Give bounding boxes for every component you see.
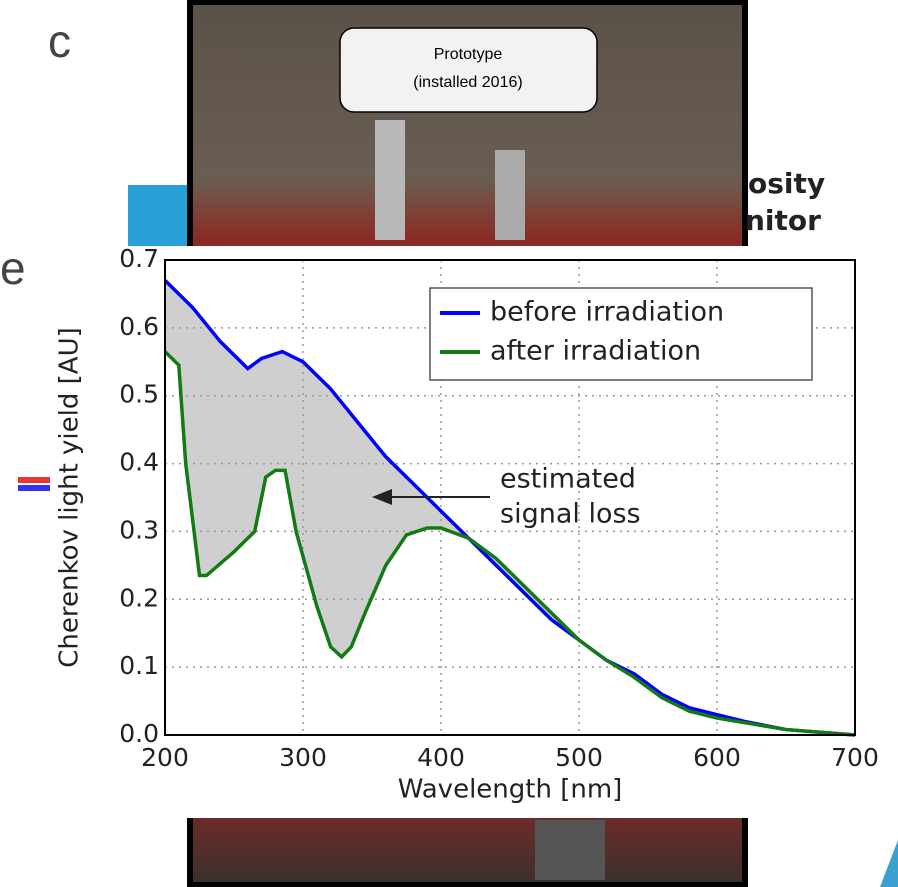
- plot-frame: [164, 259, 856, 736]
- series-line: [163, 350, 856, 737]
- slide-text: nitor: [745, 204, 821, 237]
- y-tick-label: 0.3: [119, 515, 159, 544]
- legend-box: [429, 287, 813, 381]
- x-tick-label: 300: [279, 743, 327, 772]
- x-tick-label: 400: [417, 743, 465, 772]
- annotation-arrowhead: [372, 489, 392, 505]
- x-axis-title: Wavelength [nm]: [398, 775, 623, 805]
- y-tick-label: 0.7: [119, 244, 159, 273]
- photo-bolt: [375, 120, 405, 240]
- legend-label: before irradiation: [490, 297, 724, 328]
- y-tick-label: 0.0: [119, 719, 159, 748]
- y-tick-label: 0.4: [119, 448, 159, 477]
- y-tick-label: 0.6: [119, 312, 159, 341]
- x-tick-label: 700: [831, 743, 879, 772]
- annotation-text: signal loss: [500, 499, 641, 530]
- slide-text: e: [0, 242, 26, 294]
- y-tick-label: 0.1: [119, 651, 159, 680]
- slide-shape: [880, 840, 898, 887]
- photo-bolt: [495, 150, 525, 240]
- y-axis-title: Cherenkov light yield [AU]: [55, 327, 85, 668]
- photo-block: [535, 820, 605, 880]
- y-tick-label: 0.5: [119, 380, 159, 409]
- slide-text: osity: [748, 167, 825, 200]
- legend-label: after irradiation: [490, 336, 701, 367]
- callout-box: [339, 27, 598, 113]
- loss-area: [165, 280, 855, 735]
- x-tick-label: 500: [555, 743, 603, 772]
- chart: 200 300 400 500 600 700 0.0 0.1 0.2 0.3 0.4 0.5 0.6 0…: [55, 244, 879, 805]
- x-tick-label: 600: [693, 743, 741, 772]
- annotation-text: estimated: [500, 464, 636, 495]
- y-tick-label: 0.2: [119, 583, 159, 612]
- slide-icon: [18, 477, 50, 483]
- callout-text: (installed 2016): [413, 74, 522, 91]
- callout-text: Prototype: [434, 46, 503, 63]
- slide-text: c: [48, 15, 71, 67]
- x-tick-label: 200: [141, 743, 189, 772]
- slide-shape: [128, 185, 198, 250]
- slide-icon: [18, 485, 50, 491]
